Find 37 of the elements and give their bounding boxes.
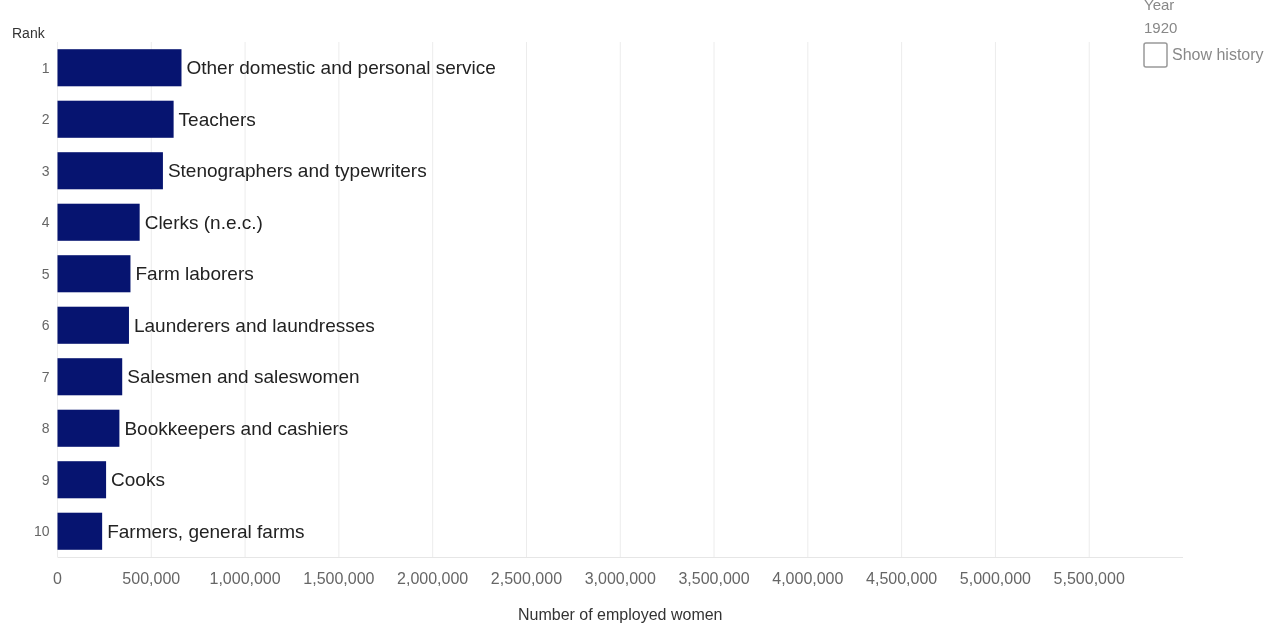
x-tick-label: 3,500,000	[678, 570, 750, 587]
y-tick-label: 7	[41, 368, 50, 385]
y-tick-label: 10	[33, 523, 50, 540]
x-tick-label: 2,500,000	[490, 570, 563, 587]
text: 1920	[1144, 19, 1178, 36]
x-tick-label: 5,000,000	[959, 570, 1032, 587]
y-tick-label: 8	[41, 420, 50, 437]
x-axis-title: Number of employed women	[517, 606, 723, 623]
text: Year	[1144, 0, 1175, 13]
data-label: Teachers	[178, 108, 256, 130]
x-tick-label: 3,000,000	[584, 570, 656, 587]
y-tick-label: 9	[41, 471, 50, 488]
x-tick-label: 1,500,000	[303, 570, 375, 587]
data-label: Stenographers and typewriters	[167, 160, 427, 182]
y-tick-label: 2	[41, 111, 50, 128]
y-tick-label: 5	[41, 265, 50, 282]
x-tick-label: 1,000,000	[209, 570, 281, 587]
x-tick-label: 5,500,000	[1053, 570, 1125, 587]
x-tick-label: 4,500,000	[866, 570, 938, 587]
data-label: Farm laborers	[135, 263, 254, 285]
data-label: Farmers, general farms	[107, 520, 305, 542]
x-tick-label: 0	[53, 570, 63, 587]
data-label: Clerks (n.e.c.)	[144, 211, 263, 233]
x-tick-label: 4,000,000	[772, 570, 844, 587]
y-tick-label: 3	[41, 162, 50, 179]
y-tick-label: 6	[41, 317, 50, 334]
y-axis-title: Rank	[12, 25, 46, 41]
y-tick-label: 1	[41, 59, 50, 76]
y-tick-label: 4	[41, 214, 50, 231]
data-label: Launderers and laundresses	[133, 314, 375, 336]
annotation: Show history	[1172, 46, 1264, 63]
data-label: Cooks	[111, 469, 165, 491]
data-label: Other domestic and personal service	[186, 57, 496, 79]
x-tick-label: 2,000,000	[397, 570, 469, 587]
x-tick-label: 500,000	[122, 570, 181, 587]
data-label: Bookkeepers and cashiers	[124, 417, 349, 439]
data-label: Salesmen and saleswomen	[127, 366, 360, 388]
